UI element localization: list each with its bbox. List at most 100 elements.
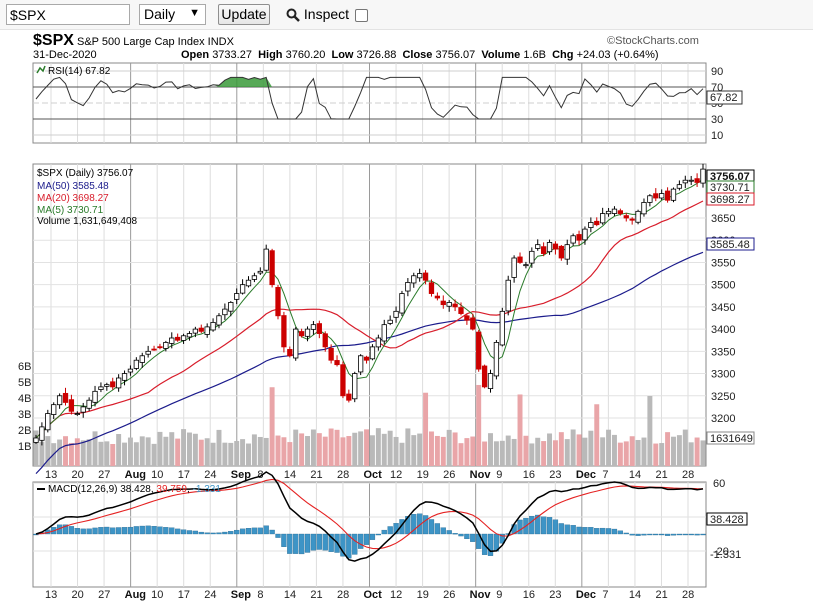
candle: [186, 331, 193, 341]
candle: [428, 279, 435, 297]
candle-body: [346, 393, 352, 401]
ohlc-row: Open 3733.27 High 3760.20 Low 3726.88 Cl…: [181, 49, 659, 61]
candle-body: [464, 315, 470, 321]
x-tick-label: 16: [523, 469, 535, 481]
period-select-value: Daily: [144, 6, 176, 22]
macd-hist-bar: [611, 528, 618, 535]
volume-bar: [263, 437, 269, 466]
candle: [192, 326, 199, 338]
period-select[interactable]: Daily ▼: [139, 4, 206, 25]
x-tick-label: Dec: [576, 469, 596, 481]
inspect-checkbox[interactable]: [354, 8, 368, 22]
candle: [629, 217, 635, 225]
volume-bar: [269, 387, 275, 466]
volume-bar: [287, 442, 293, 466]
volume-bar: [104, 441, 110, 466]
macd-hist-bar: [670, 533, 677, 536]
x-axis-macd: 13 20 27 Aug 10 17 24 Sep 8 14 21 28 Oct 12 19 26 Nov 9 16…: [45, 589, 694, 601]
macd-hist-bar: [133, 526, 139, 535]
macd-hist-bar: [517, 519, 523, 535]
candle: [251, 272, 258, 283]
volume-value: 1.6B: [523, 49, 546, 61]
candle: [234, 288, 240, 305]
candle-body: [664, 190, 671, 201]
x-tick-label: Nov: [470, 469, 492, 481]
volume-bar: [122, 442, 128, 466]
macd-hist-bar: [163, 527, 169, 535]
open-label: Open: [181, 49, 210, 61]
candle-body: [198, 327, 204, 332]
candle: [552, 241, 559, 255]
candle-body: [340, 364, 346, 397]
macd-hist-bar: [422, 515, 429, 535]
rsi-legend-text: RSI(14) 67.82: [48, 66, 111, 77]
candle-body: [127, 368, 134, 373]
candle-body: [387, 319, 393, 324]
candle-body: [234, 293, 240, 300]
candle-body: [216, 315, 222, 326]
candle: [682, 175, 688, 189]
volume-bar: [682, 429, 688, 466]
candle-body: [80, 406, 86, 413]
macd-hist-bar: [186, 530, 193, 535]
low-label: Low: [331, 49, 354, 61]
macd-hist-bar: [222, 531, 228, 535]
macd-hist-bar: [369, 533, 376, 540]
volume-bar: [428, 431, 434, 466]
candlesticks: [33, 163, 706, 446]
volume-bar: [511, 438, 517, 466]
candle: [204, 323, 210, 338]
macd-hist-bar: [169, 527, 175, 535]
macd-legend-signal: 39.759: [156, 484, 187, 495]
volume-bar: [458, 443, 464, 466]
candle: [605, 208, 612, 217]
macd-hist-bar: [352, 533, 358, 555]
candle: [487, 369, 494, 393]
symbol-input[interactable]: [6, 4, 130, 25]
x-tick-label: 8: [257, 589, 263, 601]
candle: [411, 272, 417, 288]
volume-bar: [316, 433, 322, 466]
price-axis: 3650360035503500345034003350330032503200: [711, 213, 735, 425]
candle-body: [653, 193, 659, 199]
candle-body: [92, 390, 98, 403]
macd-hist-bar: [263, 525, 269, 535]
x-tick-label: 8: [257, 469, 263, 481]
volume-bar: [523, 435, 529, 466]
candle-body: [470, 317, 476, 330]
candle: [245, 276, 252, 288]
macd-hist-bar: [564, 524, 570, 535]
candle: [505, 275, 511, 316]
inspect-toggle[interactable]: Inspect: [286, 4, 368, 25]
candle: [51, 402, 57, 420]
candle-body: [275, 287, 281, 317]
volume-bar: [488, 433, 493, 466]
macd-hist-bar: [617, 530, 623, 535]
candle-body: [287, 349, 293, 357]
candle: [45, 409, 51, 433]
macd-hist-bar: [287, 533, 293, 554]
candle-body: [611, 208, 618, 214]
ma50-value-label: 3585.48: [710, 239, 750, 251]
candle: [363, 355, 370, 364]
candle: [422, 270, 429, 285]
volume-bar: [393, 436, 399, 466]
candle-body: [293, 328, 299, 359]
volume-bar: [535, 437, 541, 466]
candle: [670, 187, 677, 203]
volume-bar: [588, 430, 594, 466]
candle-body: [269, 250, 275, 286]
candle-body: [629, 218, 635, 221]
candle-body: [617, 210, 624, 214]
candle-body: [399, 293, 405, 314]
candle: [564, 239, 570, 265]
price-panel: $SPX (Daily) 3756.07 MA(50) 3585.48 MA(2…: [18, 163, 755, 475]
ma20-box: [706, 192, 755, 206]
macd-hist-bar: [682, 533, 688, 536]
x-tick-label: 27: [98, 589, 110, 601]
update-button[interactable]: Update: [218, 4, 270, 25]
candle: [529, 247, 535, 268]
volume-bar: [423, 392, 429, 466]
volume-value-label: 1631649: [710, 433, 753, 445]
candle-body: [428, 282, 435, 294]
